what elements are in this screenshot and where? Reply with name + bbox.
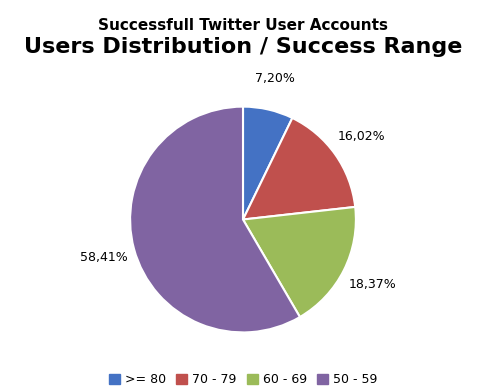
Wedge shape xyxy=(243,207,356,317)
Text: 16,02%: 16,02% xyxy=(337,130,385,143)
Text: Successfull Twitter User Accounts: Successfull Twitter User Accounts xyxy=(98,18,388,33)
Legend: >= 80, 70 - 79, 60 - 69, 50 - 59: >= 80, 70 - 79, 60 - 69, 50 - 59 xyxy=(104,368,382,391)
Text: 7,20%: 7,20% xyxy=(256,72,295,85)
Text: 58,41%: 58,41% xyxy=(80,251,127,264)
Wedge shape xyxy=(243,118,355,220)
Wedge shape xyxy=(130,107,300,332)
Text: 18,37%: 18,37% xyxy=(348,278,396,291)
Wedge shape xyxy=(243,107,293,220)
Text: Users Distribution / Success Range: Users Distribution / Success Range xyxy=(24,37,462,57)
